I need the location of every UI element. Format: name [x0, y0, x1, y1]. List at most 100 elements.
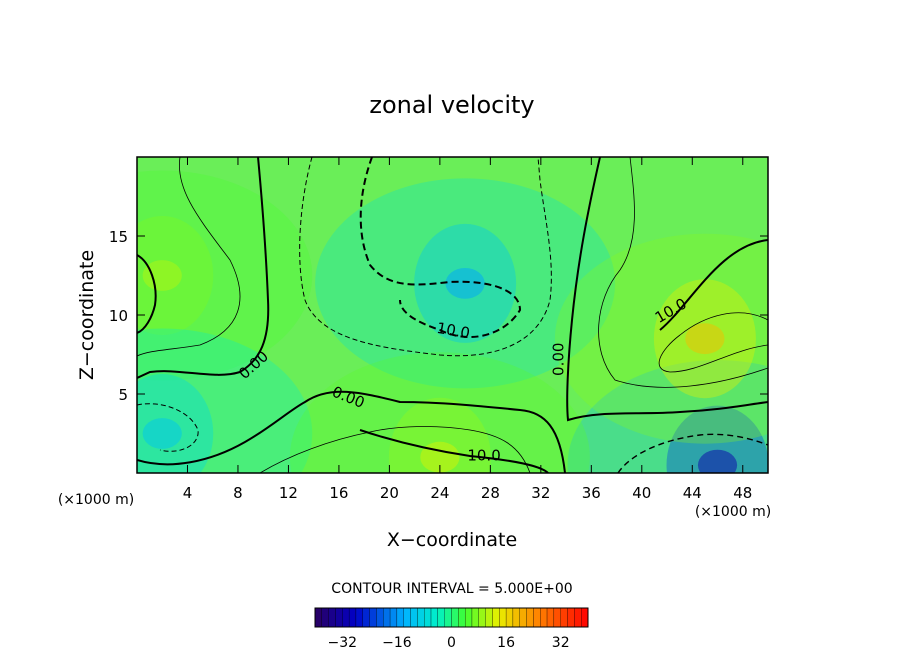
- colorbar-segment: [417, 607, 425, 628]
- colorbar-segment: [492, 607, 500, 628]
- field-feature-ring: [142, 260, 182, 291]
- contour-label: 10.0: [435, 319, 471, 343]
- x-tick-label: 32: [531, 484, 550, 502]
- field-background: [137, 157, 768, 473]
- colorbar-frame: [314, 607, 589, 628]
- contour-thin-d: [259, 426, 531, 473]
- x-axis-ticks: 4 8 12 16 20 24 28 32 36 40 44 48: [183, 157, 752, 502]
- colorbar-segment: [328, 607, 336, 628]
- colorbar-segment: [560, 607, 568, 628]
- x-unit-right: (×1000 m): [695, 504, 771, 520]
- colorbar-tick-label: 0: [447, 635, 456, 651]
- chart-title: zonal velocity: [369, 91, 534, 119]
- colorbar-segment: [533, 607, 541, 628]
- x-tick-label: 8: [233, 484, 243, 502]
- x-tick-label: 4: [183, 484, 193, 502]
- contour-negfive: [299, 157, 552, 357]
- x-tick-label: 24: [430, 484, 449, 502]
- field-feature-2: [554, 233, 768, 444]
- x-axis-label: X−coordinate: [387, 529, 517, 551]
- field-feature-0: [315, 178, 616, 389]
- contour-ten-upper: [659, 239, 768, 331]
- colorbar-segment: [499, 607, 507, 628]
- colorbar-segment: [526, 607, 534, 628]
- field-feature-1: [567, 360, 768, 473]
- colorbar-segment: [342, 607, 350, 628]
- field-feature-ring: [554, 233, 768, 444]
- colorbar-segment: [478, 607, 486, 628]
- colorbar-ticks: −32 −16 0 16 32: [328, 635, 570, 651]
- colorbar-segment: [362, 607, 370, 628]
- colorbar-tick-label: −32: [328, 635, 358, 651]
- contour-interval-note: CONTOUR INTERVAL = 5.000E+00: [331, 581, 572, 597]
- x-tick-label: 36: [582, 484, 601, 502]
- colorbar-tick-label: 16: [497, 635, 515, 651]
- colorbar-segment: [424, 607, 432, 628]
- colorbar-segment: [512, 607, 520, 628]
- y-axis-label: Z−coordinate: [76, 250, 98, 380]
- colorbar-segment: [355, 607, 363, 628]
- colorbar-segment: [485, 607, 493, 628]
- field-blobs: [137, 170, 768, 473]
- contour-zero-upper: [137, 157, 270, 379]
- x-tick-label: 44: [683, 484, 702, 502]
- colorbar-segment: [376, 607, 384, 628]
- colorbar-segment: [444, 607, 452, 628]
- colorbar-segment: [321, 607, 329, 628]
- colorbar-segment: [553, 607, 561, 628]
- colorbar-segment: [335, 607, 343, 628]
- colorbar-segment: [396, 607, 404, 628]
- colorbar-segment: [540, 607, 548, 628]
- colorbar-segment: [348, 607, 357, 628]
- colorbar-segment: [389, 607, 398, 628]
- colorbar-segment: [451, 607, 459, 628]
- x-unit-left: (×1000 m): [58, 492, 134, 508]
- field-feature-ring: [697, 449, 738, 473]
- contour-dashed-low-right: [617, 433, 768, 473]
- contour-negten: [359, 157, 522, 339]
- field-feature-ring: [137, 328, 313, 473]
- field-feature-ring: [142, 418, 182, 449]
- field-feature-ring: [289, 352, 590, 473]
- field-feature-ring: [685, 323, 725, 355]
- x-tick-label: 40: [632, 484, 651, 502]
- colorbar-tick-label: −16: [382, 635, 412, 651]
- colorbar-segment: [369, 607, 377, 628]
- contour-label: 0.00: [550, 343, 568, 376]
- field-feature-ring: [137, 374, 214, 473]
- colorbar-segment: [410, 607, 418, 628]
- field-feature-ring: [414, 223, 517, 343]
- y-tick-label: 15: [109, 228, 128, 246]
- colorbar: −32 −16 0 16 32: [314, 607, 589, 651]
- field-feature-ring: [567, 360, 768, 473]
- field-feature-ring: [666, 405, 768, 473]
- colorbar-segment: [574, 607, 582, 628]
- colorbar-segment: [546, 607, 555, 628]
- x-tick-label: 16: [329, 484, 348, 502]
- field-feature-ring: [315, 178, 616, 389]
- contour-zero-right: [566, 157, 768, 422]
- colorbar-segment: [430, 607, 438, 628]
- x-tick-label: 12: [279, 484, 298, 502]
- colorbar-segment: [567, 607, 575, 628]
- colorbar-segment: [464, 607, 473, 628]
- contour-thin-a: [137, 157, 241, 357]
- contour-thin-c: [658, 312, 768, 373]
- colorbar-segment: [471, 607, 479, 628]
- contour-lines: [137, 157, 768, 473]
- contour-zero-lower: [137, 390, 566, 473]
- field-feature-3: [137, 170, 313, 381]
- colorbar-segment: [437, 607, 445, 628]
- colorbar-segment: [581, 607, 589, 628]
- colorbar-segment: [403, 607, 411, 628]
- field-feature-ring: [137, 216, 214, 335]
- colorbar-segment: [314, 607, 322, 628]
- colorbar-segment: [458, 607, 466, 628]
- colorbar-segment: [505, 607, 514, 628]
- x-tick-label: 48: [733, 484, 752, 502]
- contour-label: 10.0: [467, 446, 500, 464]
- field-feature-4: [137, 328, 313, 473]
- field-feature-ring: [388, 397, 491, 473]
